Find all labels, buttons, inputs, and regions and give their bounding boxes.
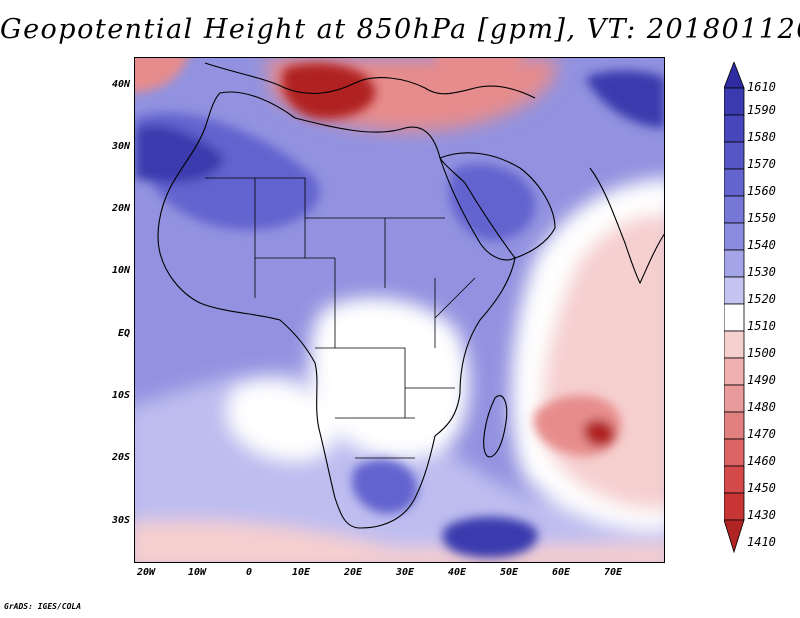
field-mediterranean-deep-low — [281, 63, 376, 119]
field-southern-africa-high — [351, 459, 418, 514]
field-northwest-deep-high — [135, 125, 225, 183]
colorbar-swatch — [723, 168, 745, 197]
colorbar-swatch — [723, 357, 745, 386]
colorbar-label: 1480 — [747, 400, 776, 414]
field-arabia-high — [449, 164, 536, 241]
colorbar-swatch — [723, 465, 745, 494]
colorbar-label: 1540 — [747, 238, 776, 252]
colorbar-swatch — [723, 249, 745, 278]
country-borders — [205, 177, 476, 459]
lat-label-10n: 10N — [111, 265, 130, 276]
colorbar-swatch — [723, 276, 745, 305]
lon-label-30e: 30E — [395, 567, 415, 578]
lat-label-10s: 10S — [111, 390, 130, 401]
field-northwest-low — [135, 58, 188, 93]
colorbar-label: 1590 — [747, 103, 776, 117]
colorbar-label: 1560 — [747, 184, 776, 198]
colorbar-swatch — [723, 303, 745, 332]
colorbar — [723, 60, 782, 557]
lat-label-40n: 40N — [111, 79, 130, 90]
lat-label-20n: 20N — [111, 203, 130, 214]
colorbar-label: 1460 — [747, 454, 776, 468]
coastlines — [157, 62, 665, 529]
map-title: Geopotential Height at 850hPa [gpm], VT:… — [0, 14, 800, 45]
lat-label-20s: 20S — [111, 452, 130, 463]
colorbar-swatch — [723, 195, 745, 224]
colorbar-swatch — [723, 222, 745, 251]
madagascar-coastline — [483, 395, 508, 458]
colorbar-label: 1500 — [747, 346, 776, 360]
colorbar-swatch — [723, 492, 745, 521]
colorbar-label: 1450 — [747, 481, 776, 495]
credit-text: GrADS: IGES/COLA — [4, 602, 82, 611]
colorbar-swatches — [723, 60, 745, 554]
lat-label-30s: 30S — [111, 515, 130, 526]
india-coastline — [589, 167, 665, 285]
colorbar-swatch — [723, 114, 745, 143]
colorbar-swatch — [723, 411, 745, 440]
lat-label-eq: EQ — [117, 328, 130, 339]
field-indian-ocean-deep-low — [583, 419, 615, 447]
lon-label-20w: 20W — [136, 567, 156, 578]
field-southern-low — [135, 520, 665, 563]
field-southwest-corner-low — [135, 534, 285, 563]
colorbar-top-arrow — [723, 60, 745, 89]
colorbar-bottom-arrow — [723, 519, 745, 554]
colorbar-swatch — [723, 384, 745, 413]
colorbar-label: 1520 — [747, 292, 776, 306]
lon-label-70e: 70E — [603, 567, 623, 578]
lon-label-50e: 50E — [499, 567, 519, 578]
europe-coastline — [204, 62, 536, 99]
field-south-deep-high — [442, 516, 538, 558]
colorbar-swatch — [723, 438, 745, 467]
lon-label-0: 0 — [245, 567, 253, 578]
lon-label-20e: 20E — [343, 567, 363, 578]
lon-label-10w: 10W — [187, 567, 207, 578]
colorbar-label: 1580 — [747, 130, 776, 144]
colorbar-label: 1550 — [747, 211, 776, 225]
map-plot — [135, 58, 665, 563]
colorbar-label: 1410 — [747, 535, 776, 549]
colorbar-label: 1510 — [747, 319, 776, 333]
field-northeast-deep-high — [585, 70, 665, 128]
lon-label-60e: 60E — [551, 567, 571, 578]
lon-label-40e: 40E — [447, 567, 467, 578]
colorbar-swatch — [723, 330, 745, 359]
geopotential-map — [135, 58, 665, 563]
colorbar-label: 1430 — [747, 508, 776, 522]
colorbar-label: 1470 — [747, 427, 776, 441]
colorbar-swatch — [723, 87, 745, 116]
colorbar-swatch — [723, 141, 745, 170]
lon-label-10e: 10E — [291, 567, 311, 578]
colorbar-label: 1490 — [747, 373, 776, 387]
arabia-coastline — [439, 152, 556, 259]
field-east-mediterranean-low — [435, 58, 524, 84]
colorbar-label: 1610 — [747, 80, 776, 94]
colorbar-label: 1530 — [747, 265, 776, 279]
lat-label-30n: 30N — [111, 141, 130, 152]
field-south-atlantic-neutral — [227, 379, 337, 461]
colorbar-label: 1570 — [747, 157, 776, 171]
